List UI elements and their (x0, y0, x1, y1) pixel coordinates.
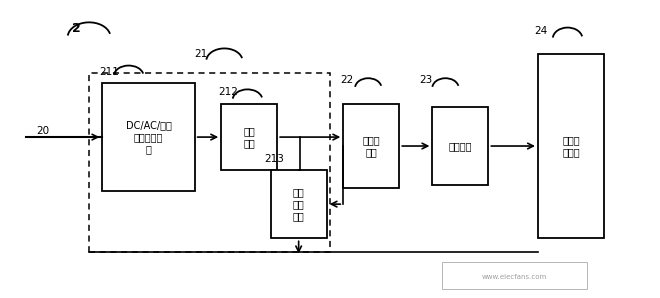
Text: 22: 22 (340, 75, 353, 86)
Bar (538, 54, 604, 238)
Text: 2: 2 (71, 22, 81, 35)
Text: 触发电路: 触发电路 (449, 141, 472, 151)
Text: 23: 23 (419, 75, 432, 86)
Text: www.elecfans.com: www.elecfans.com (482, 274, 547, 280)
Text: 213: 213 (264, 154, 284, 164)
Bar (442, 262, 587, 289)
Bar (432, 107, 488, 185)
Bar (343, 104, 399, 188)
Text: 高频
抑制
电路: 高频 抑制 电路 (293, 187, 304, 221)
Text: 212: 212 (218, 87, 238, 97)
Text: 24: 24 (535, 26, 548, 36)
Bar (271, 170, 327, 238)
Text: 20: 20 (36, 126, 49, 136)
Text: 缓冲
电路: 缓冲 电路 (244, 126, 255, 148)
Text: 触发比
较器: 触发比 较器 (362, 135, 380, 157)
Bar (102, 83, 195, 191)
Bar (221, 104, 277, 170)
Text: 21: 21 (195, 49, 208, 59)
Text: 控制处
理模块: 控制处 理模块 (562, 135, 579, 157)
Text: DC/AC/低频
抑制选择电
路: DC/AC/低频 抑制选择电 路 (125, 120, 172, 154)
Text: 211: 211 (99, 66, 119, 77)
Bar (89, 73, 330, 252)
